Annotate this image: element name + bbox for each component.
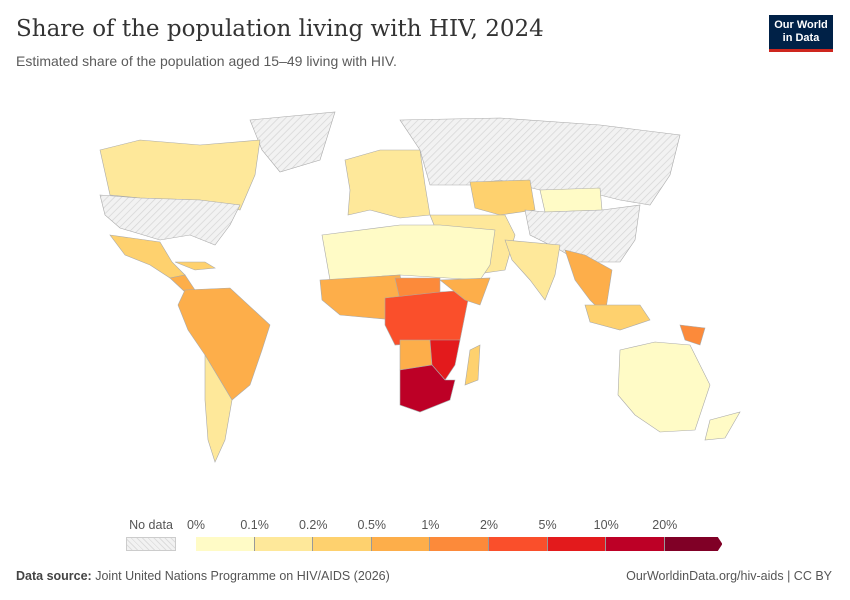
country-region[interactable]: [204, 353, 233, 463]
legend-tick-label: 0.1%: [240, 518, 269, 532]
legend-tick-label: 0.5%: [357, 518, 387, 532]
country-region[interactable]: [429, 339, 461, 381]
country-region[interactable]: [439, 277, 491, 306]
country-region[interactable]: [99, 139, 261, 211]
color-legend: No data 0% 0.1% 0.2% 0.5% 1% 2% 5% 10% 20%: [0, 515, 850, 555]
legend-swatch[interactable]: [371, 537, 431, 551]
page-subtitle: Estimated share of the population aged 1…: [16, 53, 397, 69]
page-title: Share of the population living with HIV,…: [16, 16, 544, 42]
legend-swatch[interactable]: [313, 537, 372, 551]
country-region[interactable]: [464, 344, 481, 386]
country-region[interactable]: [679, 324, 706, 346]
legend-swatch[interactable]: [547, 537, 607, 551]
country-no-data[interactable]: [524, 204, 641, 263]
country-region[interactable]: [321, 224, 496, 281]
country-no-data[interactable]: [399, 117, 681, 206]
legend-no-data-label: No data: [129, 518, 173, 532]
legend-tick-label: 1%: [421, 518, 440, 532]
legend-swatch[interactable]: [489, 537, 548, 551]
country-region[interactable]: [177, 287, 271, 401]
legend-tick-label: 10%: [593, 518, 619, 532]
country-region[interactable]: [539, 187, 603, 213]
legend-swatch[interactable]: [664, 537, 723, 551]
legend-swatch[interactable]: [606, 537, 665, 551]
country-region[interactable]: [174, 261, 216, 271]
country-region[interactable]: [109, 234, 186, 279]
legend-swatch[interactable]: [430, 537, 489, 551]
legend-swatch[interactable]: [254, 537, 314, 551]
country-region[interactable]: [469, 179, 536, 216]
legend-tick-label: 0%: [186, 518, 206, 532]
country-no-data[interactable]: [249, 111, 336, 173]
legend-tick-label: 2%: [479, 518, 499, 532]
legend-swatch[interactable]: [196, 537, 255, 551]
legend-no-data-swatch: [126, 537, 176, 551]
country-region[interactable]: [704, 411, 741, 441]
country-region[interactable]: [584, 304, 651, 331]
country-region[interactable]: [617, 341, 711, 433]
country-region[interactable]: [344, 149, 431, 219]
legend-tick-label: 0.2%: [298, 518, 328, 532]
country-no-data[interactable]: [99, 194, 241, 246]
data-source: Data source: Joint United Nations Progra…: [16, 569, 390, 583]
legend-tick-label: 5%: [538, 518, 557, 532]
country-region[interactable]: [399, 364, 456, 413]
source-link[interactable]: OurWorldinData.org/hiv-aids | CC BY: [626, 569, 832, 583]
legend-tick-label: 20%: [652, 518, 678, 532]
owid-logo[interactable]: Our World in Data: [769, 15, 833, 52]
country-region[interactable]: [504, 239, 561, 301]
country-region[interactable]: [384, 289, 471, 346]
world-map[interactable]: [0, 80, 850, 510]
